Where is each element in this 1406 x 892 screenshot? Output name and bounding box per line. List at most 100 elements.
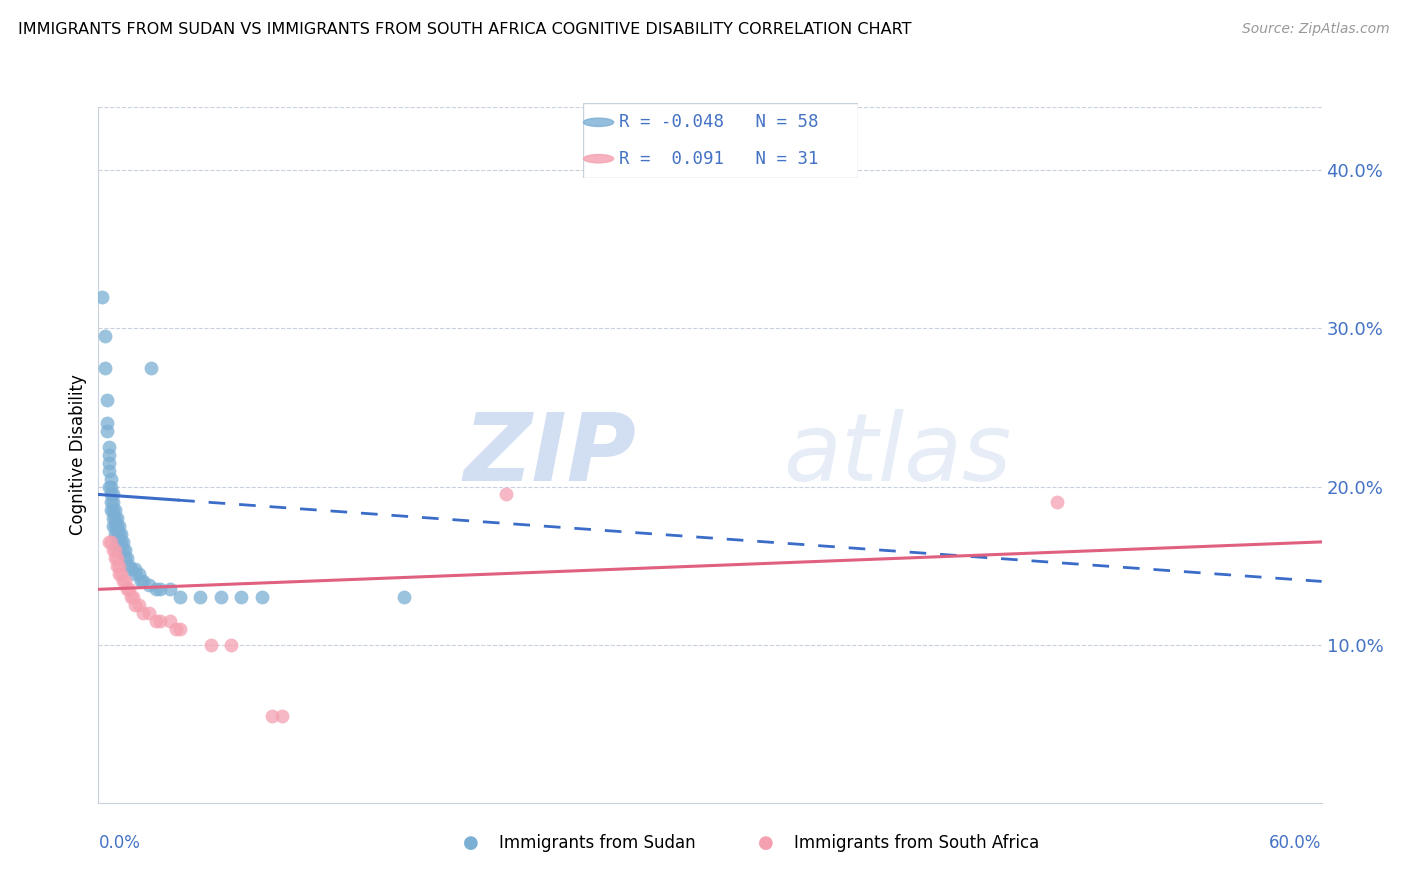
Point	[105, 534, 128, 549]
Point	[93, 360, 115, 375]
Point	[110, 566, 132, 581]
Point	[97, 448, 120, 462]
Point	[97, 456, 120, 470]
Point	[101, 519, 124, 533]
Point	[169, 591, 191, 605]
Point	[231, 591, 253, 605]
Point	[104, 503, 127, 517]
Point	[104, 511, 127, 525]
Point	[111, 574, 134, 589]
Point	[392, 591, 416, 605]
Point	[145, 582, 167, 597]
Text: IMMIGRANTS FROM SUDAN VS IMMIGRANTS FROM SOUTH AFRICA COGNITIVE DISABILITY CORRE: IMMIGRANTS FROM SUDAN VS IMMIGRANTS FROM…	[18, 22, 911, 37]
Point	[495, 487, 517, 501]
Point	[96, 392, 118, 407]
Point	[159, 582, 181, 597]
Text: atlas: atlas	[783, 409, 1012, 500]
Text: R =  0.091   N = 31: R = 0.091 N = 31	[619, 150, 818, 168]
Point	[91, 290, 114, 304]
Point	[128, 566, 150, 581]
Point	[97, 440, 120, 454]
Point	[96, 417, 118, 431]
Point	[100, 503, 122, 517]
Point	[97, 464, 120, 478]
Point	[100, 534, 122, 549]
Point	[110, 534, 132, 549]
Point	[132, 574, 155, 589]
Point	[100, 495, 122, 509]
Point	[260, 708, 283, 723]
Point	[101, 511, 124, 525]
Point	[159, 614, 181, 628]
Point	[104, 527, 127, 541]
Point	[270, 708, 294, 723]
Point	[138, 606, 160, 620]
Text: ZIP: ZIP	[464, 409, 637, 501]
Point	[101, 495, 124, 509]
Point	[105, 558, 128, 573]
Point	[105, 527, 128, 541]
Point	[1045, 495, 1069, 509]
FancyBboxPatch shape	[583, 103, 858, 178]
Point	[97, 534, 120, 549]
Point	[118, 558, 141, 573]
Point	[122, 591, 145, 605]
Point	[141, 360, 163, 375]
Point	[120, 562, 142, 576]
Point	[114, 574, 136, 589]
Point	[108, 519, 131, 533]
Text: R = -0.048   N = 58: R = -0.048 N = 58	[619, 113, 818, 131]
Point	[100, 479, 122, 493]
Point	[101, 487, 124, 501]
Text: 60.0%: 60.0%	[1270, 834, 1322, 852]
Point	[132, 606, 155, 620]
Text: Immigrants from South Africa: Immigrants from South Africa	[794, 834, 1039, 852]
Point	[97, 479, 120, 493]
Circle shape	[583, 154, 613, 163]
Y-axis label: Cognitive Disability: Cognitive Disability	[69, 375, 87, 535]
Point	[149, 582, 172, 597]
Text: ●: ●	[758, 834, 775, 852]
Point	[128, 598, 150, 612]
Point	[114, 550, 136, 565]
Point	[124, 562, 146, 576]
Point	[124, 598, 146, 612]
Point	[200, 638, 222, 652]
Point	[149, 614, 172, 628]
Point	[145, 614, 167, 628]
Point	[120, 591, 142, 605]
Text: 0.0%: 0.0%	[98, 834, 141, 852]
Point	[209, 591, 232, 605]
Point	[129, 574, 152, 589]
Text: Source: ZipAtlas.com: Source: ZipAtlas.com	[1241, 22, 1389, 37]
Point	[114, 542, 136, 557]
Point	[108, 558, 131, 573]
Point	[104, 550, 127, 565]
Point	[96, 424, 118, 438]
Point	[219, 638, 242, 652]
Point	[105, 550, 128, 565]
Point	[108, 527, 131, 541]
Text: ●: ●	[463, 834, 479, 852]
Point	[93, 329, 115, 343]
Point	[108, 566, 131, 581]
Point	[115, 582, 138, 597]
Point	[110, 527, 132, 541]
Point	[105, 511, 128, 525]
Text: Immigrants from Sudan: Immigrants from Sudan	[499, 834, 696, 852]
Point	[104, 519, 127, 533]
Point	[105, 519, 128, 533]
Point	[115, 550, 138, 565]
Point	[169, 622, 191, 636]
Point	[111, 542, 134, 557]
Circle shape	[583, 118, 613, 127]
Point	[111, 534, 134, 549]
Point	[101, 542, 124, 557]
Point	[188, 591, 212, 605]
Point	[250, 591, 273, 605]
Point	[101, 503, 124, 517]
Point	[165, 622, 187, 636]
Point	[108, 534, 131, 549]
Point	[118, 582, 141, 597]
Point	[138, 577, 160, 591]
